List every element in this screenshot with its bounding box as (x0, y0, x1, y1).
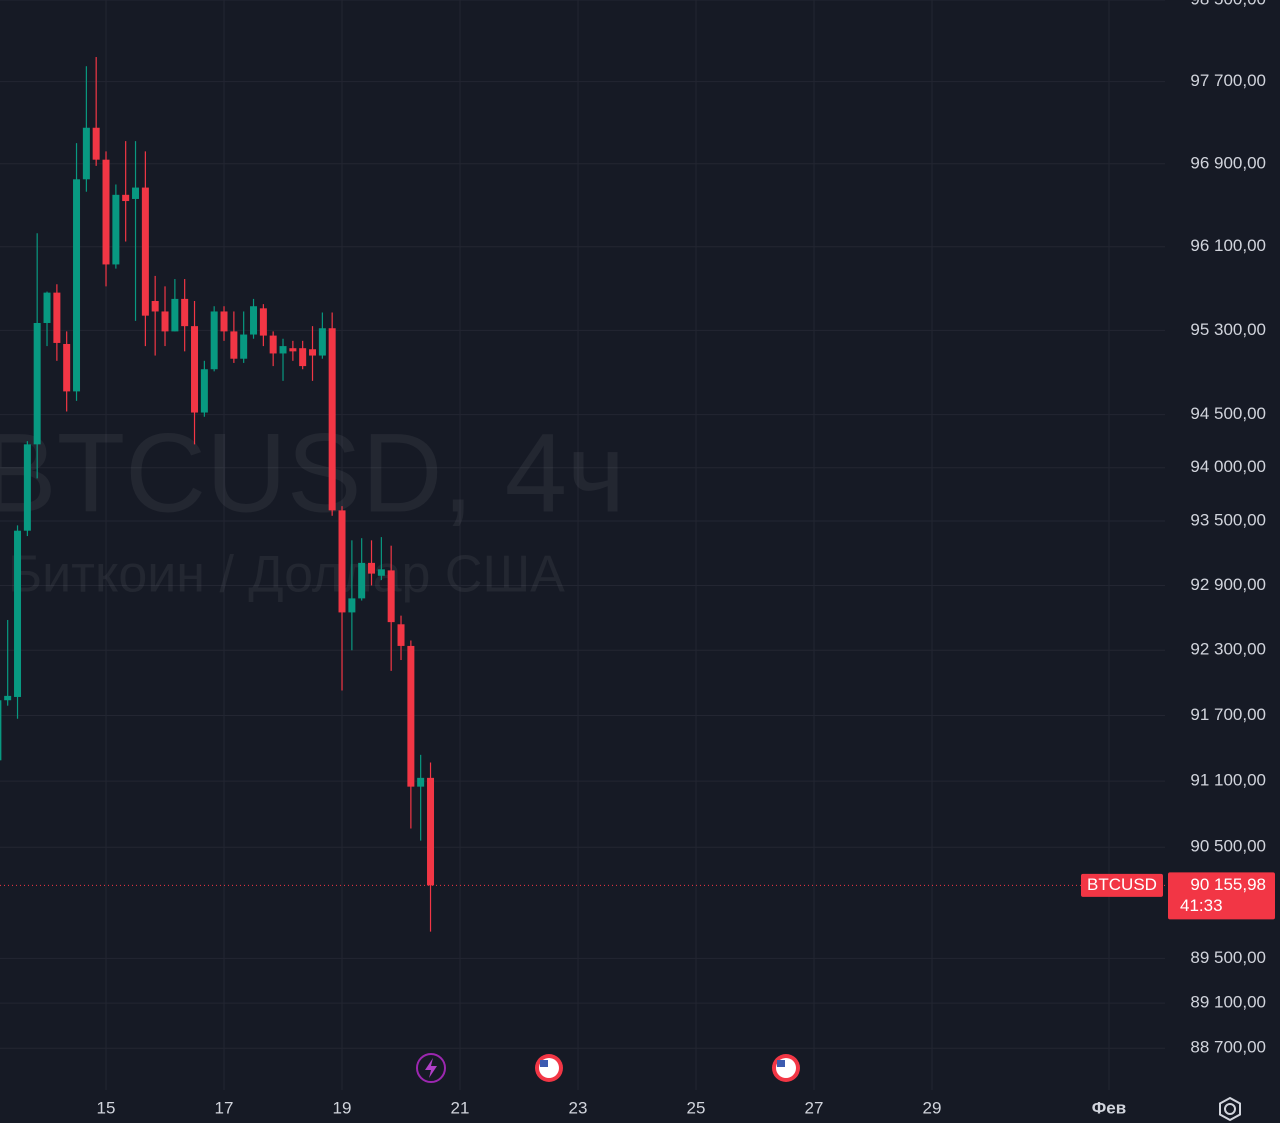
candle-body (151, 300, 159, 312)
y-tick-label: 97 700,00 (1190, 71, 1266, 90)
candle-body (92, 127, 100, 160)
candle-body (220, 311, 228, 332)
candle-body (200, 369, 208, 413)
candle-body (33, 322, 41, 445)
candle-body (122, 194, 130, 202)
x-tick-label: Фев (1092, 1098, 1126, 1117)
flag-canton (777, 1060, 785, 1067)
candle-body (269, 335, 277, 354)
flag-canton (540, 1060, 548, 1067)
candle-body (43, 292, 51, 323)
candle-body (132, 187, 140, 199)
candle-body (4, 695, 12, 701)
candle-body (348, 598, 356, 613)
candle-body (397, 624, 405, 646)
x-tick-label: 19 (333, 1098, 352, 1117)
candle-body (73, 179, 81, 392)
candle-body (171, 298, 179, 332)
candle-body (53, 292, 61, 343)
x-tick-label: 25 (687, 1098, 706, 1117)
candle-body (377, 569, 385, 576)
candle-body (63, 343, 71, 392)
x-tick-label: 23 (569, 1098, 588, 1117)
y-tick-label: 91 100,00 (1190, 771, 1266, 790)
candles (0, 57, 435, 932)
candle-body (417, 777, 425, 787)
candle-body (82, 127, 90, 180)
y-tick-label: 96 100,00 (1190, 236, 1266, 255)
candle-body (191, 326, 199, 413)
y-tick-label: 89 500,00 (1190, 948, 1266, 967)
y-tick-label: 94 500,00 (1190, 404, 1266, 423)
price-label: 90 155,98 (1190, 875, 1266, 894)
candle-body (0, 700, 2, 761)
y-tick-label: 93 500,00 (1190, 511, 1266, 530)
candle-body (240, 334, 248, 359)
countdown-label: 41:33 (1180, 896, 1223, 915)
x-tick-label: 29 (923, 1098, 942, 1117)
candle-body (358, 562, 366, 599)
watermark-subtitle: Биткоин / Доллар США (8, 546, 565, 604)
candle-body (407, 645, 415, 787)
y-tick-label: 96 900,00 (1190, 153, 1266, 172)
price-label-box (1168, 872, 1275, 920)
lightning (425, 1058, 437, 1078)
y-tick-label: 94 000,00 (1190, 457, 1266, 476)
candle-body (250, 306, 258, 335)
candle-body (328, 328, 336, 511)
candle-body (309, 349, 317, 356)
y-tick-label: 95 300,00 (1190, 320, 1266, 339)
symbol-label-box (1081, 873, 1163, 897)
settings-button[interactable] (1219, 1096, 1241, 1122)
candle-body (102, 159, 110, 265)
candle-body (230, 331, 238, 359)
candle-body (289, 348, 297, 352)
candle-body (23, 444, 31, 531)
candle-body (181, 298, 189, 327)
event-icons (416, 1053, 800, 1083)
candle-body (14, 530, 22, 697)
candle-body (279, 346, 287, 354)
y-tick-label: 92 300,00 (1190, 640, 1266, 659)
candle-body (112, 194, 120, 265)
symbol-label: BTCUSD (1087, 875, 1157, 894)
y-tick-label: 98 500,00 (1190, 0, 1266, 8)
y-tick-label: 90 500,00 (1190, 837, 1266, 856)
x-tick-label: 17 (215, 1098, 234, 1117)
watermark-title: BTCUSD, 4ч (0, 411, 625, 536)
candle-body (387, 570, 395, 623)
candle-body (299, 348, 307, 367)
candle-body (161, 311, 169, 332)
y-tick-label: 88 700,00 (1190, 1038, 1266, 1057)
candle-body (338, 510, 346, 613)
candle-body (141, 187, 149, 316)
candle-body (368, 562, 376, 574)
axes: 98 500,00 97 700,00 96 900,00 96 100,00 95 3… (97, 0, 1266, 1117)
candle-body (318, 328, 326, 356)
candle-body (259, 308, 267, 336)
x-tick-label: 27 (805, 1098, 824, 1117)
candle-body (210, 311, 218, 370)
x-tick-label: 15 (97, 1098, 116, 1117)
y-tick-label: 91 700,00 (1190, 705, 1266, 724)
y-tick-label: 89 100,00 (1190, 993, 1266, 1012)
x-tick-label: 21 (451, 1098, 470, 1117)
candle-body (427, 777, 435, 886)
y-tick-label: 92 900,00 (1190, 575, 1266, 594)
grid (0, 0, 1165, 1090)
